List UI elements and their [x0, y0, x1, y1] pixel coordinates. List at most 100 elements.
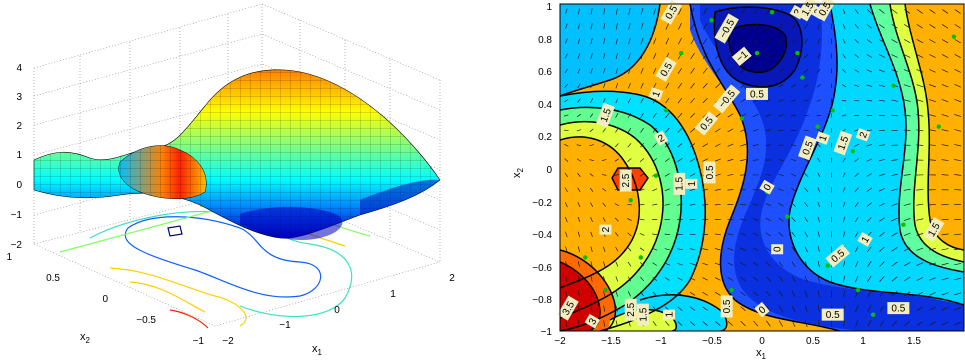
quiver-arrow	[816, 99, 822, 102]
quiver-arrow	[790, 144, 797, 146]
quiver-arrow	[590, 23, 593, 30]
quiver-arrow	[702, 188, 709, 191]
quiver-arrow	[615, 68, 619, 74]
quiver-arrow	[678, 8, 682, 15]
quiver-arrow	[727, 128, 734, 133]
quiver-arrow	[867, 261, 872, 268]
quiver-arrow	[867, 305, 872, 312]
quiver-arrow	[714, 277, 721, 281]
quiver-arrow	[854, 143, 860, 147]
quiver-arrow	[652, 276, 657, 281]
quiver-arrow	[740, 83, 746, 89]
quiver-arrow	[916, 114, 924, 117]
quiver-arrow	[929, 54, 936, 58]
quiver-arrow	[603, 290, 606, 297]
quiver-arrow	[891, 188, 898, 192]
seed-point	[815, 124, 820, 129]
quiver-arrow	[564, 68, 568, 74]
svg-text:1.5: 1.5	[836, 134, 851, 151]
contour-label: 0.5	[745, 87, 768, 100]
seed-point	[830, 108, 835, 113]
quiver-arrow	[577, 8, 580, 15]
quiver-arrow	[878, 99, 885, 102]
quiver-arrow	[715, 113, 721, 118]
svg-text:0.5: 0.5	[705, 165, 716, 179]
x-tick-label: 0	[759, 336, 765, 347]
quiver-arrow	[765, 23, 771, 30]
quiver-arrow	[664, 158, 670, 163]
quiver-arrow	[690, 97, 695, 104]
quiver-arrow	[903, 174, 911, 176]
quiver-arrow	[866, 144, 873, 147]
quiver-arrow	[652, 247, 658, 251]
quiver-arrow	[878, 158, 885, 162]
seed-point	[729, 287, 734, 293]
quiver-arrow	[715, 23, 721, 30]
quiver-arrow	[677, 262, 683, 266]
seed-point	[855, 287, 861, 293]
quiver-arrow	[854, 172, 859, 178]
quiver-arrow	[652, 142, 657, 148]
quiver-arrow	[841, 128, 847, 132]
quiver-arrow	[916, 84, 924, 88]
quiver-arrow	[652, 67, 657, 74]
contour-label: 0.5	[887, 302, 910, 315]
quiver-arrow	[879, 261, 885, 267]
quiver-arrow	[904, 276, 911, 282]
quiver-arrow	[778, 188, 784, 192]
quiver-arrow	[702, 52, 708, 60]
quiver-arrow	[652, 203, 658, 206]
quiver-arrow	[664, 173, 670, 177]
quiver-arrow	[714, 291, 721, 296]
quiver-arrow	[928, 203, 936, 206]
quiver-arrow	[627, 276, 632, 282]
quiver-arrow	[903, 99, 911, 102]
seed-point	[795, 50, 800, 56]
quiver-arrow	[714, 143, 721, 147]
quiver-arrow	[614, 203, 619, 207]
svg-text:2: 2	[601, 226, 612, 232]
quiver-arrow	[639, 173, 645, 177]
quiver-arrow	[817, 23, 821, 29]
quiver-arrow	[602, 217, 606, 222]
quiver-arrow	[727, 233, 734, 236]
quiver-arrow	[740, 23, 746, 30]
quiver-arrow	[689, 277, 696, 281]
quiver-arrow	[565, 320, 568, 328]
contour-label: 0.5	[821, 308, 844, 321]
quiver-arrow	[765, 291, 771, 297]
quiver-arrow	[677, 277, 683, 281]
quiver-arrow	[652, 112, 657, 119]
quiver-arrow	[590, 83, 593, 89]
quiver-arrow	[677, 97, 683, 104]
quiver-arrow	[929, 69, 936, 73]
quiver-arrow	[791, 202, 796, 207]
quiver-arrow	[703, 8, 708, 15]
quiver-arrow	[627, 97, 631, 104]
quiver-arrow	[855, 261, 859, 268]
quiver-arrow	[627, 127, 632, 133]
contour-label: 2.5	[619, 169, 632, 192]
quiver-arrow	[690, 112, 696, 118]
quiver-arrow	[804, 231, 808, 238]
quiver-arrow	[615, 276, 619, 282]
seed-point	[739, 116, 744, 121]
quiver-arrow	[804, 202, 809, 208]
quiver-arrow	[665, 82, 670, 89]
quiver-arrow	[891, 247, 898, 252]
svg-text:1.5: 1.5	[599, 107, 614, 124]
x-tick-label: −0.5	[702, 336, 722, 347]
contour-label: 2	[855, 128, 871, 142]
quiver-arrow	[727, 53, 734, 59]
quiver-arrow	[804, 23, 808, 29]
contour-label: 0	[759, 179, 775, 195]
quiver-arrow	[615, 98, 619, 104]
quiver-arrow	[590, 68, 593, 74]
quiver-arrow	[790, 114, 797, 117]
quiver-arrow	[791, 275, 796, 282]
seed-point	[709, 18, 714, 23]
quiver-arrow	[854, 231, 859, 238]
svg-text:1: 1	[665, 311, 676, 317]
quiver-arrow	[577, 202, 581, 208]
contour-label: 1.5	[596, 102, 615, 128]
